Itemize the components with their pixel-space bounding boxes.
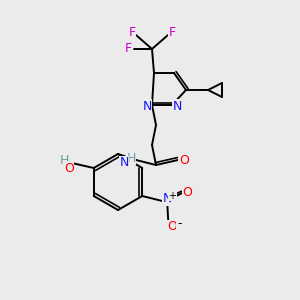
Text: +: + (168, 191, 176, 201)
Text: N: N (172, 100, 182, 112)
Text: O: O (179, 154, 189, 166)
Text: H: H (126, 152, 136, 164)
Text: N: N (163, 193, 172, 206)
Text: F: F (124, 41, 132, 55)
Text: F: F (128, 26, 136, 40)
Text: N: N (119, 157, 129, 169)
Text: O: O (64, 161, 74, 175)
Text: N: N (142, 100, 152, 112)
Text: -: - (177, 218, 182, 230)
Text: O: O (182, 187, 192, 200)
Text: H: H (60, 154, 69, 167)
Text: O: O (167, 220, 177, 233)
Text: F: F (168, 26, 175, 40)
